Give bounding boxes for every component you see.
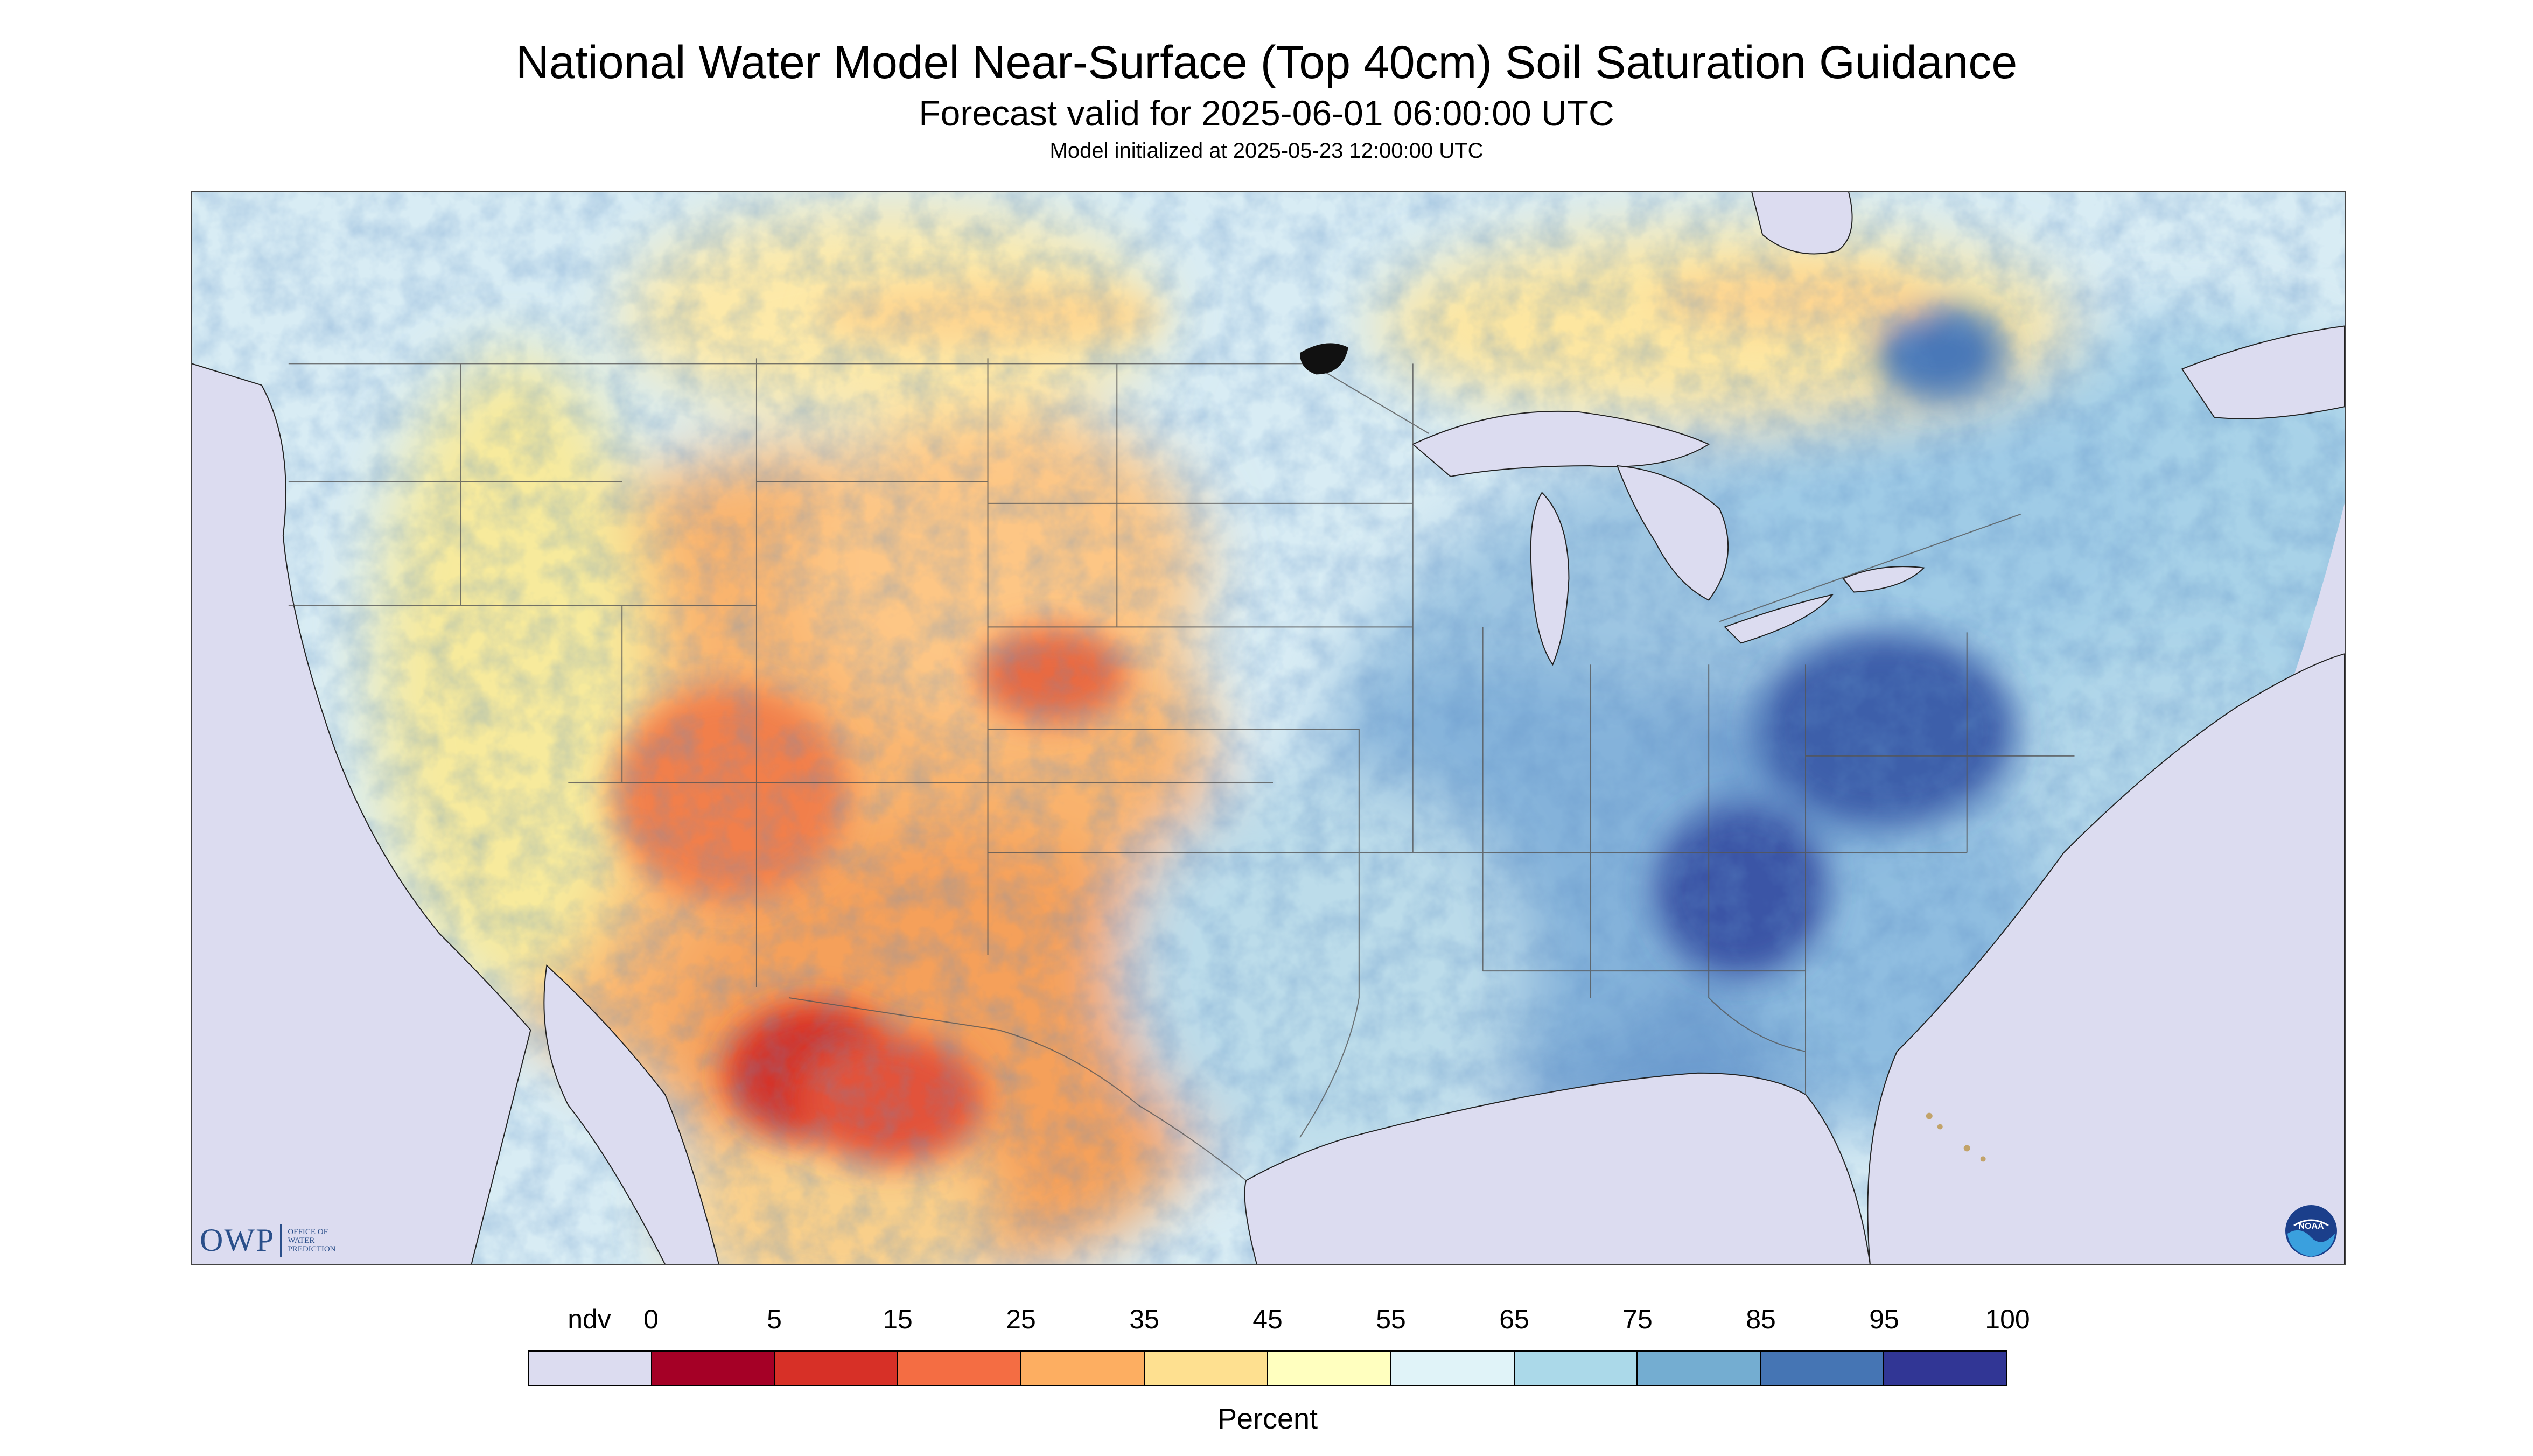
legend-tick-label: 65: [1499, 1304, 1529, 1334]
owp-logo-divider: [280, 1223, 283, 1257]
legend-swatch: [1761, 1352, 1885, 1385]
legend-tick-label: 100: [1985, 1304, 2030, 1334]
legend-tick-label: 0: [643, 1304, 659, 1334]
owp-logo-line: Office of: [288, 1227, 328, 1236]
legend-swatch: [529, 1352, 652, 1385]
lake-superior: [1411, 410, 1710, 478]
legend-tick-label: ndv: [568, 1304, 611, 1334]
gulf-of-mexico: [1244, 1072, 1871, 1264]
legend-unit-label: Percent: [1217, 1403, 1318, 1435]
legend-swatch: [1638, 1352, 1761, 1385]
legend-tick-label: 45: [1252, 1304, 1283, 1334]
soil-saturation-map: OWP Office of Water Prediction NOAA: [191, 191, 2346, 1265]
legend-tick-label: 15: [883, 1304, 913, 1334]
water-bodies: [192, 192, 2345, 1264]
pacific-ocean: [192, 363, 531, 1264]
legend-tick-label: 75: [1622, 1304, 1653, 1334]
legend-swatch: [1021, 1352, 1145, 1385]
color-legend: ndv 0 5 15 25 35 45 55 65 75 85 95 100: [528, 1303, 2030, 1411]
state-boundaries: [288, 358, 2075, 1181]
lake-erie: [1724, 593, 1834, 644]
lake-michigan: [1530, 492, 1570, 666]
legend-tick-label: 95: [1869, 1304, 1899, 1334]
owp-logo-line: Prediction: [288, 1244, 336, 1254]
legend-tick-label: 5: [767, 1304, 782, 1334]
legend-swatch: [1268, 1352, 1391, 1385]
owp-logo-line: Water: [288, 1236, 315, 1245]
noaa-logo: NOAA: [2285, 1205, 2337, 1257]
legend-tick-label: 55: [1376, 1304, 1406, 1334]
legend-swatch: [652, 1352, 775, 1385]
model-init-time: Model initialized at 2025-05-23 12:00:00…: [1049, 139, 1484, 163]
legend-swatch: [898, 1352, 1022, 1385]
lake-ontario: [1842, 566, 1925, 593]
atlantic-ocean: [1867, 653, 2345, 1264]
legend-color-bar: [528, 1350, 2007, 1386]
legend-tick-label: 25: [1006, 1304, 1036, 1334]
legend-tick-label: 35: [1129, 1304, 1159, 1334]
legend-swatch: [1145, 1352, 1268, 1385]
legend-swatch: [1514, 1352, 1638, 1385]
legend-swatch: [1391, 1352, 1515, 1385]
owp-logo: OWP Office of Water Prediction: [200, 1222, 336, 1259]
forecast-valid-time: Forecast valid for 2025-06-01 06:00:00 U…: [919, 93, 1614, 133]
map-canvas: [192, 192, 2345, 1264]
legend-swatch: [775, 1352, 899, 1385]
gulf-of-california: [543, 964, 720, 1264]
gulf-of-st-lawrence: [2181, 325, 2345, 419]
owp-logo-subtext: Office of Water Prediction: [288, 1228, 335, 1254]
lake-huron: [1616, 465, 1729, 601]
legend-tick-label: 85: [1746, 1304, 1776, 1334]
owp-logo-text: OWP: [200, 1222, 275, 1258]
noaa-logo-text: NOAA: [2298, 1222, 2324, 1231]
florida-keys-islands: [1926, 1112, 1986, 1162]
hudson-bay: [1751, 192, 1853, 255]
map-title: National Water Model Near-Surface (Top 4…: [515, 37, 2018, 88]
legend-swatch: [1884, 1352, 2006, 1385]
lake-of-the-woods: [1299, 343, 1348, 375]
